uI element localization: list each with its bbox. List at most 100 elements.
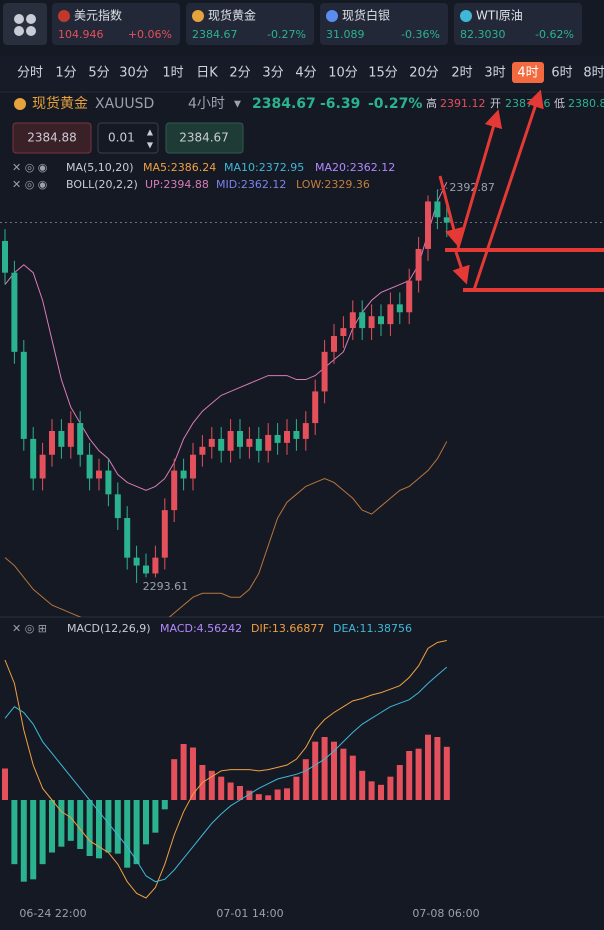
candle-body — [133, 557, 140, 566]
macd-bar — [321, 737, 328, 800]
symbol-change-pct: -0.27% — [368, 96, 422, 112]
timeframe-tab[interactable]: 2时 — [451, 66, 472, 81]
macd-bar — [425, 734, 431, 800]
candle-body — [246, 438, 253, 447]
timeframe-tab[interactable]: 20分 — [409, 66, 439, 81]
candle-body — [39, 454, 46, 479]
candle-body — [274, 434, 281, 443]
sell-box[interactable] — [12, 122, 92, 154]
ticker-price: 82.3030 — [460, 28, 506, 41]
timeframe-tab[interactable]: 30分 — [119, 66, 149, 81]
low-annotation: 2293.61 — [143, 580, 189, 593]
timeframe-tab[interactable]: 1分 — [55, 66, 76, 81]
candle-body — [396, 304, 403, 313]
candle-body — [443, 217, 450, 223]
macd-bar — [11, 800, 18, 865]
candle-body — [425, 201, 431, 249]
candle-body — [30, 438, 37, 479]
timeframe-tab[interactable]: 3时 — [484, 66, 505, 81]
macd-name: MACD(12,26,9) — [67, 622, 151, 635]
period[interactable]: 4小时 — [188, 96, 225, 112]
macd-bar — [58, 800, 65, 847]
timeframe-tab[interactable]: 4分 — [295, 66, 316, 81]
timeframe-tab[interactable]: 1时 — [162, 66, 183, 81]
candle-body — [86, 454, 93, 479]
macd-bar — [180, 744, 187, 800]
buy-box[interactable] — [165, 122, 244, 154]
timeframe-tab[interactable]: 分时 — [17, 66, 43, 81]
macd-bar — [302, 759, 309, 800]
candle-body — [378, 316, 384, 325]
macd-bar — [331, 741, 337, 800]
candle-body — [349, 312, 356, 329]
ticker-change: +0.06% — [128, 28, 172, 41]
boll-up: UP:2394.88 — [145, 178, 209, 191]
candle-body — [96, 470, 102, 479]
price-plot — [0, 181, 604, 617]
dea-value: DEA:11.38756 — [333, 622, 412, 635]
timeframe-tab[interactable]: 日K — [196, 66, 218, 81]
ma-name: MA(5,10,20) — [66, 161, 134, 174]
ticker-price: 31.089 — [326, 28, 365, 41]
macd-bar — [161, 800, 168, 810]
macd-bar — [2, 768, 8, 800]
macd-bar — [312, 741, 319, 800]
menu-button[interactable] — [3, 3, 47, 45]
legend-icons[interactable]: ✕ ◎ ◉ — [12, 161, 47, 174]
candle-body — [321, 351, 328, 392]
macd-bar — [284, 788, 290, 800]
macd-bar — [190, 747, 196, 800]
candle-body — [171, 470, 178, 511]
timeframe-tab[interactable]: 8时 — [583, 66, 604, 81]
candle-body — [105, 470, 112, 495]
timeframe-tab[interactable]: 5分 — [88, 66, 109, 81]
candle-body — [415, 248, 422, 281]
ticker-icon — [192, 10, 204, 22]
timeframe-tab[interactable]: 6时 — [551, 66, 572, 81]
timeframe-tab[interactable]: 4时 — [517, 66, 538, 81]
ticker-card[interactable] — [320, 3, 448, 45]
date-label: 06-24 22:00 — [19, 907, 86, 920]
ticker-card[interactable] — [186, 3, 314, 45]
boll-mid: MID:2362.12 — [216, 178, 286, 191]
dea-line — [4, 666, 448, 883]
candle-body — [11, 272, 18, 352]
legend-icons[interactable]: ✕ ◎ ◉ — [12, 178, 47, 191]
macd-bar — [387, 776, 394, 800]
timeframe-tab[interactable]: 10分 — [328, 66, 358, 81]
timeframe-tab[interactable]: 2分 — [229, 66, 250, 81]
candle-body — [387, 304, 394, 325]
timeframe-tab[interactable]: 15分 — [368, 66, 398, 81]
ticker-name: 美元指数 — [74, 8, 122, 23]
candle-body — [152, 557, 159, 574]
macd-plot — [2, 640, 450, 899]
ticker-card[interactable] — [52, 3, 180, 45]
candle-body — [406, 280, 413, 313]
ticker-change: -0.27% — [267, 28, 306, 41]
macd-bar — [133, 800, 140, 865]
candle-body — [2, 241, 8, 273]
ma5: MA5:2386.24 — [143, 161, 216, 174]
ticker-change: -0.36% — [401, 28, 440, 41]
lots-up[interactable]: ▲ — [147, 128, 154, 137]
macd-bar — [255, 794, 262, 800]
lots: 0.01 — [108, 131, 135, 145]
legend-icons[interactable]: ✕ ◎ ⊞ — [12, 622, 47, 635]
high-annotation: 2392.87 — [449, 181, 495, 194]
lots-box[interactable] — [97, 122, 159, 154]
macd-bar — [434, 737, 441, 800]
macd-bar — [406, 751, 413, 800]
sell-price: 2384.88 — [27, 131, 77, 145]
lots-down[interactable]: ▼ — [147, 141, 154, 150]
candle-body — [180, 470, 187, 479]
ma10: MA10:2372.95 — [224, 161, 304, 174]
macd-bar — [368, 781, 375, 800]
period-caret: ▼ — [234, 100, 241, 110]
gold-icon — [14, 98, 26, 110]
timeframe-tab[interactable]: 3分 — [262, 66, 283, 81]
ticker-name: 现货黄金 — [208, 8, 256, 23]
ticker-card[interactable] — [454, 3, 582, 45]
